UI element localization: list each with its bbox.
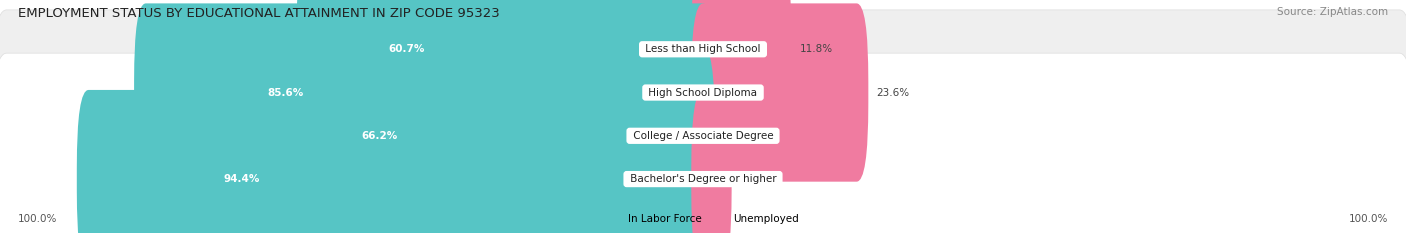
Text: EMPLOYMENT STATUS BY EDUCATIONAL ATTAINMENT IN ZIP CODE 95323: EMPLOYMENT STATUS BY EDUCATIONAL ATTAINM… <box>18 7 501 20</box>
Text: 23.6%: 23.6% <box>876 88 910 98</box>
Text: 2.6%: 2.6% <box>740 174 766 184</box>
FancyBboxPatch shape <box>260 47 714 225</box>
Legend: In Labor Force, Unemployed: In Labor Force, Unemployed <box>603 209 803 228</box>
FancyBboxPatch shape <box>0 10 1406 233</box>
Text: High School Diploma: High School Diploma <box>645 88 761 98</box>
FancyBboxPatch shape <box>0 0 1406 219</box>
FancyBboxPatch shape <box>692 0 792 138</box>
Text: 11.8%: 11.8% <box>800 44 832 54</box>
Text: 85.6%: 85.6% <box>267 88 304 98</box>
Text: 100.0%: 100.0% <box>18 214 58 224</box>
Text: 94.4%: 94.4% <box>224 174 260 184</box>
FancyBboxPatch shape <box>692 90 731 233</box>
Text: 100.0%: 100.0% <box>1348 214 1388 224</box>
Text: Source: ZipAtlas.com: Source: ZipAtlas.com <box>1277 7 1388 17</box>
Text: 0.0%: 0.0% <box>723 131 749 141</box>
Text: 60.7%: 60.7% <box>388 44 425 54</box>
FancyBboxPatch shape <box>77 90 714 233</box>
FancyBboxPatch shape <box>297 0 714 138</box>
FancyBboxPatch shape <box>134 3 714 182</box>
FancyBboxPatch shape <box>0 0 1406 175</box>
Text: College / Associate Degree: College / Associate Degree <box>630 131 776 141</box>
FancyBboxPatch shape <box>0 53 1406 233</box>
Text: 66.2%: 66.2% <box>361 131 398 141</box>
FancyBboxPatch shape <box>692 3 869 182</box>
Text: Bachelor's Degree or higher: Bachelor's Degree or higher <box>627 174 779 184</box>
Text: Less than High School: Less than High School <box>643 44 763 54</box>
